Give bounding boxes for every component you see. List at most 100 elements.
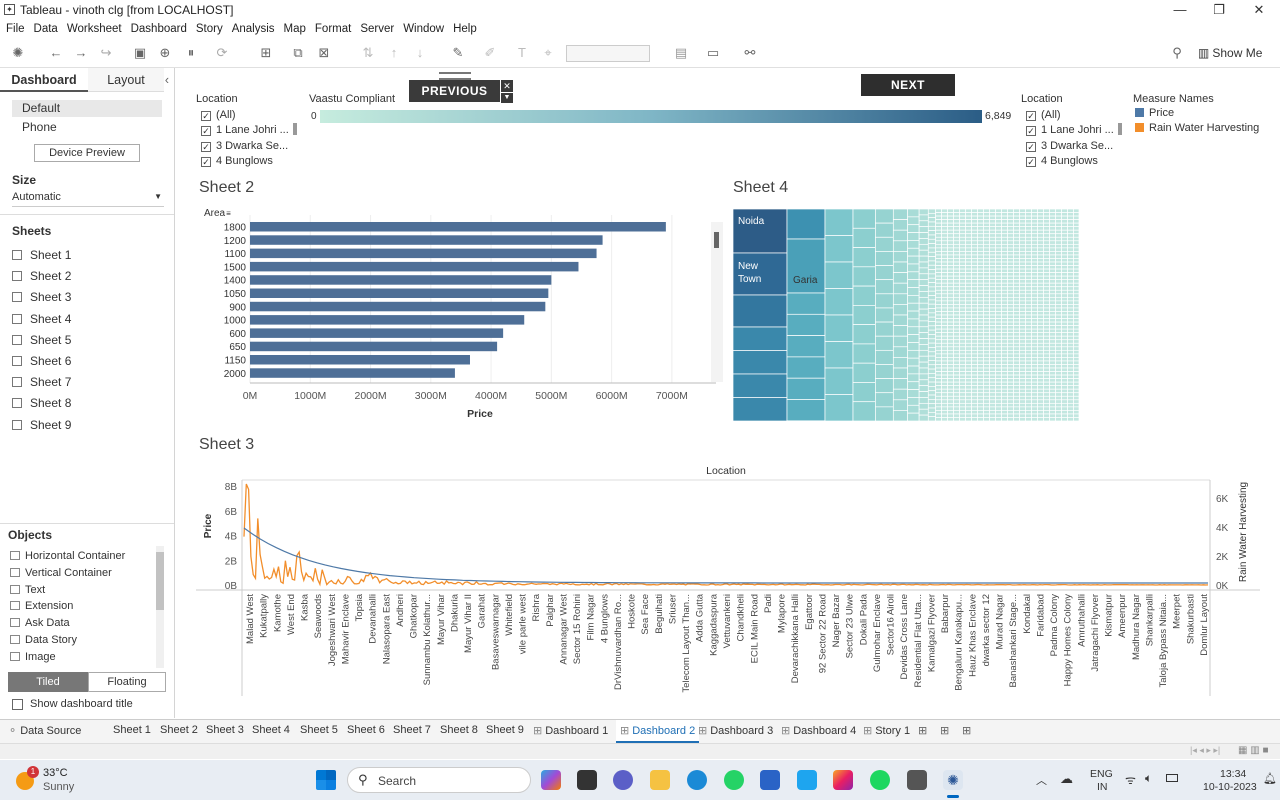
treemap-cell[interactable]: [1037, 342, 1044, 348]
treemap-cell[interactable]: [989, 286, 996, 291]
treemap-cell[interactable]: [1013, 339, 1020, 344]
treemap-cell[interactable]: [965, 357, 972, 362]
treemap-cell[interactable]: [983, 413, 990, 418]
treemap-cell[interactable]: [1049, 251, 1056, 256]
treemap-cell[interactable]: [953, 392, 960, 397]
treemap-cell[interactable]: [875, 364, 894, 379]
treemap-cell[interactable]: [1013, 261, 1020, 266]
treemap-cell[interactable]: [1073, 374, 1080, 379]
treemap-cell[interactable]: [892, 399, 909, 411]
treemap-cell[interactable]: [953, 406, 960, 411]
treemap-cell[interactable]: [977, 289, 984, 295]
treemap-cell[interactable]: [965, 342, 972, 348]
treemap-cell[interactable]: [852, 362, 876, 383]
treemap-cell[interactable]: [1043, 254, 1050, 259]
treemap-cell[interactable]: [941, 399, 948, 404]
treemap-cell[interactable]: [1013, 296, 1020, 302]
treemap-cell[interactable]: [1031, 346, 1038, 351]
treemap-cell[interactable]: [953, 212, 960, 217]
treemap-cell[interactable]: [1049, 399, 1056, 404]
treemap-cell[interactable]: [1037, 243, 1044, 249]
treemap-cell[interactable]: [1067, 272, 1074, 277]
treemap-cell[interactable]: [1001, 395, 1008, 401]
treemap-cell[interactable]: [1055, 392, 1062, 397]
treemap-cell[interactable]: [989, 399, 996, 404]
treemap-cell[interactable]: [824, 209, 854, 236]
treemap-cell[interactable]: [1007, 272, 1014, 277]
treemap-cell[interactable]: [1037, 364, 1044, 369]
treemap-cell[interactable]: [1043, 410, 1050, 415]
treemap-cell[interactable]: [1061, 258, 1068, 263]
treemap-cell[interactable]: [989, 395, 996, 401]
treemap-cell[interactable]: [1067, 304, 1074, 309]
treemap-cell[interactable]: [786, 313, 826, 336]
treemap-cell[interactable]: [1001, 346, 1008, 351]
treemap-cell[interactable]: [989, 282, 996, 288]
treemap-cell[interactable]: [965, 236, 972, 242]
treemap-cell[interactable]: [1073, 243, 1080, 249]
treemap-cell[interactable]: [983, 251, 990, 256]
treemap-cell[interactable]: [1067, 374, 1074, 379]
treemap-cell[interactable]: [959, 381, 966, 387]
treemap-cell[interactable]: [953, 413, 960, 418]
treemap-cell[interactable]: [1025, 212, 1032, 217]
treemap-cell[interactable]: [1007, 392, 1014, 397]
group-icon[interactable]: ✐: [484, 45, 496, 60]
treemap-cell[interactable]: [947, 413, 954, 418]
treemap-cell[interactable]: [971, 346, 978, 351]
treemap-cell[interactable]: [1007, 364, 1014, 369]
clock-time[interactable]: 13:34: [1220, 768, 1247, 780]
treemap-cell[interactable]: [1061, 229, 1068, 235]
device-preview-button[interactable]: Device Preview: [34, 144, 140, 162]
treemap-cell[interactable]: [1073, 215, 1080, 220]
treemap-cell[interactable]: [1061, 254, 1068, 259]
treemap-cell[interactable]: [1055, 219, 1062, 224]
treemap-cell[interactable]: [965, 243, 972, 249]
folder-icon[interactable]: [650, 770, 670, 790]
treemap-cell[interactable]: [977, 395, 984, 401]
treemap-cell[interactable]: [959, 371, 966, 376]
treemap-cell[interactable]: [959, 325, 966, 330]
treemap-cell[interactable]: [1031, 311, 1038, 316]
treemap-cell[interactable]: [875, 279, 894, 295]
treemap-cell[interactable]: [1001, 279, 1008, 284]
treemap-cell[interactable]: [947, 314, 954, 319]
treemap-cell[interactable]: [1061, 296, 1068, 302]
treemap-cell[interactable]: [1073, 222, 1080, 228]
treemap-cell[interactable]: [1073, 251, 1080, 256]
treemap-cell[interactable]: [1013, 388, 1020, 394]
treemap-cell[interactable]: [1073, 395, 1080, 401]
treemap-cell[interactable]: [1013, 402, 1020, 408]
treemap-cell[interactable]: [1061, 381, 1068, 387]
treemap-cell[interactable]: [935, 296, 942, 302]
treemap-cell[interactable]: [1037, 353, 1044, 358]
treemap-cell[interactable]: [1019, 236, 1026, 242]
treemap-cell[interactable]: [1043, 374, 1050, 379]
treemap-cell[interactable]: [1043, 222, 1050, 228]
treemap-cell[interactable]: [1007, 413, 1014, 418]
treemap-cell[interactable]: [1073, 300, 1080, 305]
treemap-cell[interactable]: [1067, 335, 1074, 341]
treemap-cell[interactable]: [824, 235, 854, 263]
treemap-cell[interactable]: [892, 335, 909, 348]
treemap-cell[interactable]: [953, 258, 960, 263]
treemap-cell[interactable]: [1007, 304, 1014, 309]
treemap-cell[interactable]: [947, 410, 954, 415]
treemap-cell[interactable]: [1025, 349, 1032, 355]
treemap-cell[interactable]: [1049, 212, 1056, 217]
tab-story-1[interactable]: ⊞ Story 1: [863, 724, 910, 737]
treemap-cell[interactable]: [1061, 251, 1068, 256]
treemap-cell[interactable]: [875, 236, 894, 252]
treemap-cell[interactable]: [1025, 293, 1032, 298]
treemap-cell[interactable]: [1067, 268, 1074, 273]
treemap-cell[interactable]: [959, 311, 966, 316]
treemap-cell[interactable]: [1049, 353, 1056, 358]
bar[interactable]: [250, 248, 597, 259]
treemap-cell[interactable]: [892, 261, 909, 273]
size-dropdown[interactable]: Automatic ▼: [12, 189, 164, 207]
sort-asc-icon[interactable]: ↑: [390, 45, 398, 60]
treemap-cell[interactable]: [947, 417, 954, 422]
treemap-cell[interactable]: [927, 286, 936, 292]
treemap-cell[interactable]: [1049, 268, 1056, 273]
treemap-cell[interactable]: [989, 374, 996, 379]
